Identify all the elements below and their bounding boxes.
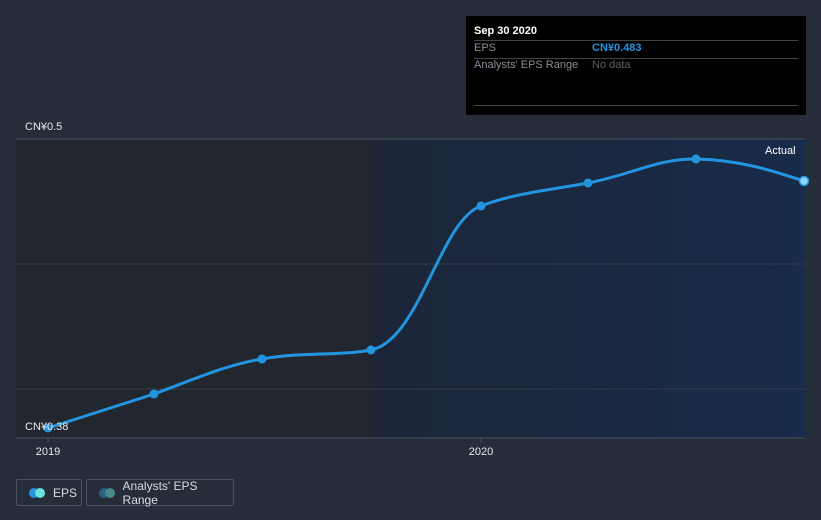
x-tick-label-2020: 2020 (468, 446, 494, 458)
x-tick-label-2019: 2019 (35, 446, 61, 458)
data-point[interactable] (583, 178, 593, 188)
data-point-selected[interactable] (798, 175, 810, 187)
data-point[interactable] (149, 389, 159, 399)
tooltip-eps-value: CN¥0.483 (592, 42, 642, 54)
tooltip-date: Sep 30 2020 (474, 25, 537, 37)
legend-range-label: Analysts' EPS Range (122, 478, 198, 507)
range-legend-icon (99, 487, 115, 498)
data-point[interactable] (257, 354, 267, 364)
legend-analysts-eps-range[interactable]: Analysts' EPS Range (86, 478, 234, 507)
data-point[interactable] (476, 201, 486, 211)
y-axis-bottom-label: CN¥0.38 (25, 421, 69, 433)
divider (474, 105, 798, 106)
past-region (16, 139, 371, 438)
eps-line (47, 157, 805, 430)
tooltip-range-value: No data (592, 59, 631, 71)
y-axis-top-label: CN¥0.5 (25, 121, 63, 133)
data-point[interactable] (366, 345, 376, 355)
actual-region (371, 139, 805, 438)
divider (474, 40, 798, 41)
eps-legend-icon (29, 487, 45, 498)
data-point[interactable] (43, 423, 53, 433)
eps-points (43, 154, 701, 433)
tooltip: Sep 30 2020 EPS CN¥0.483 Analysts' EPS R… (466, 16, 806, 115)
tooltip-range-label: Analysts' EPS Range (474, 59, 579, 71)
divider (474, 58, 798, 59)
legend-eps-label: EPS (53, 485, 78, 500)
tooltip-eps-label: EPS (474, 42, 497, 54)
actual-label: Actual (765, 145, 796, 157)
data-point[interactable] (691, 154, 701, 164)
legend-eps[interactable]: EPS (16, 479, 82, 506)
